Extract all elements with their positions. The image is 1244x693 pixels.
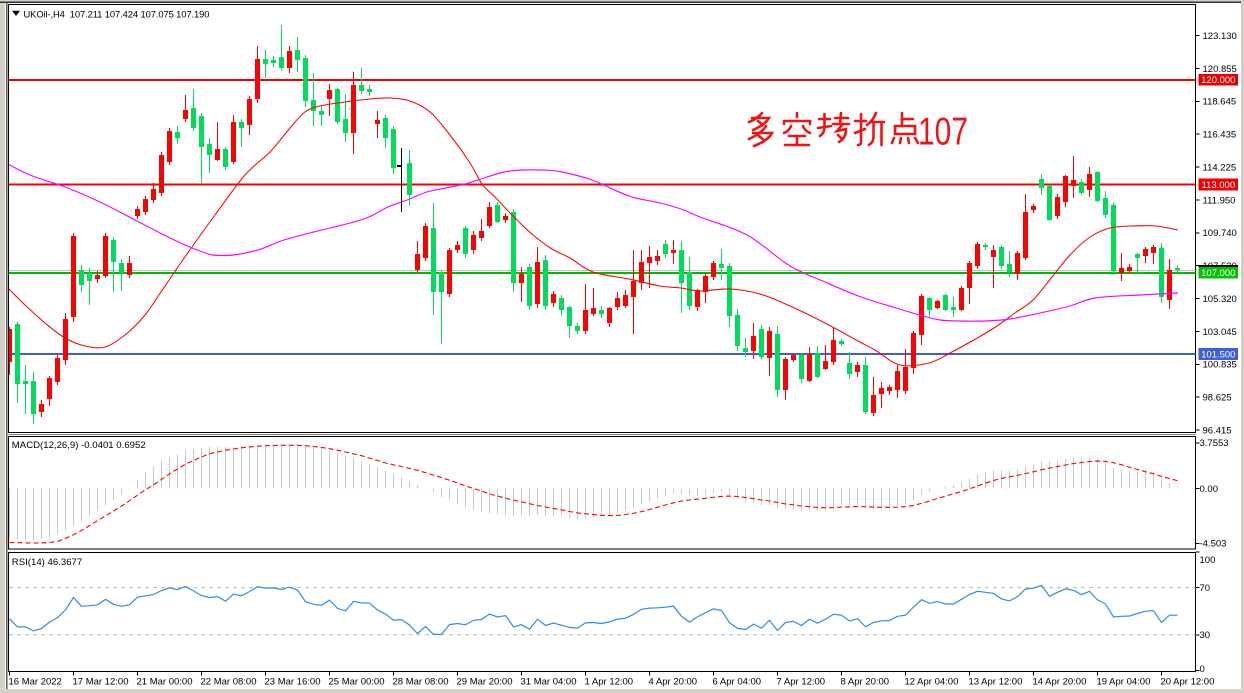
svg-text:114.225: 114.225 [1203,162,1237,173]
svg-text:120.000: 120.000 [1201,75,1235,86]
svg-text:0: 0 [1200,664,1205,675]
svg-text:14 Apr 20:00: 14 Apr 20:00 [1033,677,1087,688]
svg-text:103.045: 103.045 [1203,327,1237,338]
svg-text:22 Mar 08:00: 22 Mar 08:00 [201,677,257,688]
svg-text:20 Apr 12:00: 20 Apr 12:00 [1161,677,1215,688]
svg-text:RSI(14) 46.3677: RSI(14) 46.3677 [12,557,82,568]
svg-text:113.000: 113.000 [1201,180,1235,191]
svg-text:4 Apr 20:00: 4 Apr 20:00 [649,677,698,688]
svg-text:116.435: 116.435 [1203,130,1237,141]
svg-text:105.320: 105.320 [1203,294,1237,305]
svg-text:1 Apr 12:00: 1 Apr 12:00 [585,677,634,688]
svg-text:23 Mar 16:00: 23 Mar 16:00 [265,677,321,688]
svg-text:120.855: 120.855 [1203,64,1237,75]
svg-text:123.130: 123.130 [1203,31,1237,42]
svg-text:109.740: 109.740 [1203,228,1237,239]
svg-text:101.500: 101.500 [1201,349,1235,360]
svg-text:100: 100 [1200,555,1216,566]
svg-text:13 Apr 12:00: 13 Apr 12:00 [969,677,1023,688]
svg-text:29 Mar 20:00: 29 Mar 20:00 [457,677,513,688]
svg-text:-4.503: -4.503 [1200,539,1227,550]
svg-text:16 Mar 2022: 16 Mar 2022 [9,677,62,688]
svg-text:25 Mar 00:00: 25 Mar 00:00 [329,677,385,688]
svg-text:107: 107 [918,111,968,154]
svg-text:MACD(12,26,9) -0.0401 0.6952: MACD(12,26,9) -0.0401 0.6952 [12,440,146,451]
svg-text:0.00: 0.00 [1200,484,1219,495]
svg-text:28 Mar 08:00: 28 Mar 08:00 [393,677,449,688]
svg-text:17 Mar 12:00: 17 Mar 12:00 [73,677,129,688]
svg-text:6 Apr 04:00: 6 Apr 04:00 [713,677,762,688]
svg-text:8 Apr 20:00: 8 Apr 20:00 [841,677,890,688]
svg-text:19 Apr 04:00: 19 Apr 04:00 [1097,677,1151,688]
svg-text:111.950: 111.950 [1203,195,1236,206]
svg-text:12 Apr 04:00: 12 Apr 04:00 [905,677,959,688]
svg-text:96.415: 96.415 [1203,425,1232,436]
svg-text:21 Mar 00:00: 21 Mar 00:00 [137,677,193,688]
svg-text:30: 30 [1200,630,1211,641]
svg-text:3.7553: 3.7553 [1200,438,1229,449]
svg-text:107.000: 107.000 [1201,268,1235,279]
svg-text:100.835: 100.835 [1203,360,1237,371]
svg-text:70: 70 [1200,583,1211,594]
svg-text:7 Apr 12:00: 7 Apr 12:00 [777,677,826,688]
svg-text:31 Mar 04:00: 31 Mar 04:00 [521,677,577,688]
svg-text:98.625: 98.625 [1203,393,1232,404]
svg-text:UKOil-,H4 107.211 107.424 107: UKOil-,H4 107.211 107.424 107.075 107.19… [24,9,210,20]
svg-text:118.645: 118.645 [1203,97,1237,108]
